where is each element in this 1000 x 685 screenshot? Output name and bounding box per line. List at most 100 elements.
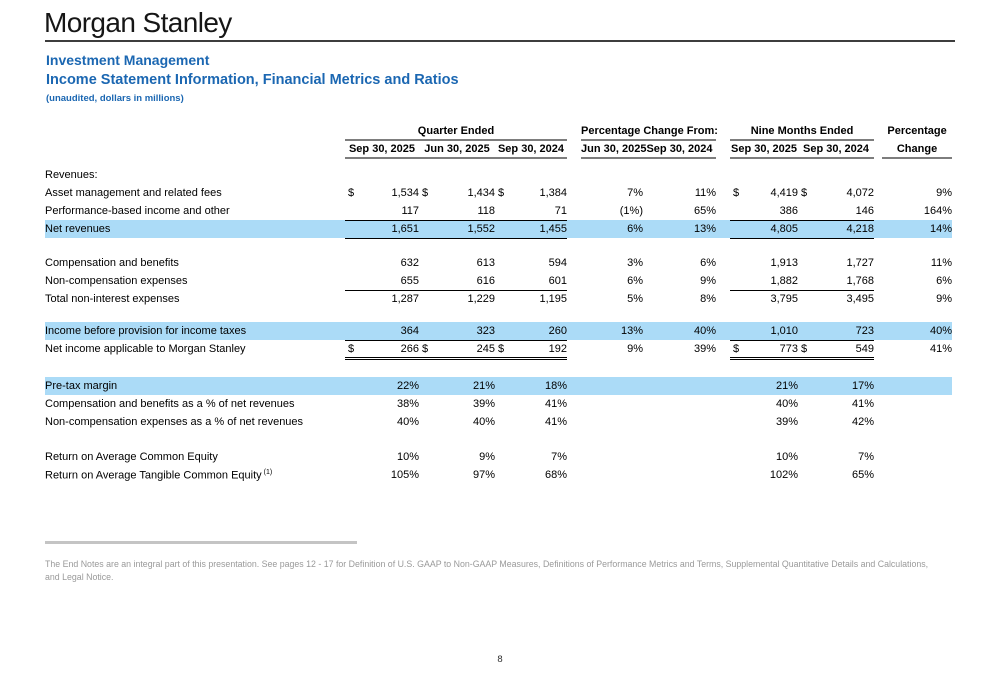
- table-row: Return on Average Common Equity 10% 9% 7% 10…: [45, 448, 952, 466]
- cell-value: 9%: [479, 451, 495, 463]
- cell-value: 6%: [581, 220, 643, 238]
- page-subtitle: (unaudited, dollars in millions): [46, 93, 184, 104]
- spacer-row: [45, 158, 952, 166]
- column-gap: [874, 466, 882, 484]
- cell-value: 4,805: [730, 220, 799, 239]
- cell-value: 632: [400, 257, 419, 269]
- cell-value: 6%: [700, 257, 717, 269]
- column-gap: [874, 413, 882, 431]
- column-gap: [567, 448, 581, 466]
- column-gap: [874, 290, 882, 308]
- col-qe-sep-2024: Sep 30, 2024: [495, 140, 567, 159]
- cell-value: 9%: [936, 187, 953, 199]
- cell-value: 601: [495, 272, 567, 291]
- spacer-row: [45, 431, 952, 448]
- group-quarter-ended: Quarter Ended: [345, 122, 567, 141]
- table-row: Compensation and benefits 632 613 594 3% 6% 1,…: [45, 254, 952, 272]
- column-gap: [567, 220, 581, 238]
- column-gap: [716, 254, 730, 272]
- financial-table: Quarter Ended Percentage Change From: Ni…: [45, 122, 953, 484]
- column-gap: [567, 184, 581, 202]
- table-row: Net income applicable to Morgan Stanley $…: [45, 339, 952, 360]
- dollar-sign: $: [733, 342, 740, 355]
- cell-value: 164%: [923, 205, 953, 217]
- column-gap: [716, 202, 730, 220]
- cell-value: 9%: [627, 343, 643, 355]
- spacer-row: [45, 358, 952, 377]
- row-label: Compensation and benefits: [45, 257, 179, 269]
- column-gap: [716, 377, 731, 395]
- cell-value: 1,229: [467, 293, 495, 306]
- cell-value: 102%: [769, 469, 799, 481]
- dollar-sign: $: [348, 187, 355, 199]
- cell-value: 613: [476, 257, 495, 269]
- col-9m-sep-2025: Sep 30, 2025: [730, 140, 799, 159]
- dollar-sign: $: [733, 187, 740, 199]
- column-gap: [874, 202, 882, 220]
- footnote-divider: [45, 541, 357, 544]
- cell-value: [581, 448, 643, 466]
- cell-value: [882, 448, 952, 466]
- column-gap: [874, 340, 882, 358]
- column-gap: [567, 340, 581, 358]
- cell-value: 39%: [693, 343, 717, 355]
- column-gap: [567, 290, 581, 308]
- cell-value: 723: [798, 322, 875, 340]
- cell-value: 10%: [775, 451, 799, 463]
- cell-value: 21%: [730, 377, 799, 395]
- cell-value: 1,882: [730, 272, 799, 291]
- cell-value: 146: [798, 202, 875, 221]
- cell-value: 14%: [882, 220, 953, 238]
- row-label: Performance-based income and other: [45, 205, 230, 217]
- cell-value: 10%: [396, 451, 419, 463]
- page-title: Income Statement Information, Financial …: [46, 72, 459, 88]
- cell-value: [643, 466, 716, 484]
- cell-value: $1,534: [345, 184, 419, 202]
- cell-value: 1,195: [539, 293, 567, 306]
- cell-value: 68%: [544, 469, 567, 481]
- cell-value: 41%: [544, 416, 567, 428]
- cell-value: 117: [345, 202, 419, 221]
- table-row: Total non-interest expenses 1,287 1,229 1,1…: [45, 290, 952, 308]
- cell-value: 9%: [700, 275, 717, 287]
- cell-value: $245: [419, 339, 495, 360]
- morgan-stanley-logo: Morgan Stanley: [44, 7, 232, 38]
- column-gap: [716, 466, 730, 484]
- cell-value: 21%: [419, 377, 495, 395]
- dollar-sign: $: [801, 187, 808, 199]
- cell-value: [643, 377, 717, 395]
- cell-value: 6%: [627, 275, 643, 287]
- row-label: Income before provision for income taxes: [45, 322, 345, 340]
- spacer-row: [45, 238, 952, 254]
- column-gap: [874, 377, 883, 395]
- cell-value: [882, 395, 952, 413]
- cell-value: $4,072: [798, 184, 874, 202]
- cell-value: 386: [730, 202, 799, 221]
- cell-value: [882, 413, 952, 431]
- column-gap: [874, 272, 882, 290]
- cell-value: 11%: [694, 187, 717, 199]
- cell-value: 3,795: [770, 293, 799, 306]
- column-gap: [874, 184, 882, 202]
- cell-value: 65%: [852, 469, 875, 481]
- cell-value: $1,434: [419, 184, 495, 202]
- column-gap: [716, 322, 731, 340]
- cell-value: 41%: [544, 398, 567, 410]
- table-row: Non-compensation expenses 655 616 601 6% 9% 1,…: [45, 272, 952, 291]
- cell-value: 118: [419, 202, 495, 221]
- table-row: Asset management and related fees $1,534 $…: [45, 184, 952, 202]
- table-row: Compensation and benefits as a % of net …: [45, 395, 952, 413]
- cell-value: $192: [495, 339, 567, 360]
- cell-value: 7%: [627, 187, 643, 199]
- group-percentage-change-from: Percentage Change From:: [581, 122, 718, 141]
- cell-value: 40%: [882, 322, 953, 340]
- cell-value: 1,455: [495, 220, 567, 239]
- cell-value: (1%): [619, 205, 643, 217]
- cell-value: [581, 395, 643, 413]
- cell-value: $549: [798, 339, 875, 360]
- table-row: Non-compensation expenses as a % of net …: [45, 413, 952, 431]
- table-body: Revenues: Asset management and related fe…: [45, 158, 953, 484]
- row-label: Net revenues: [45, 220, 345, 238]
- col-pct-sep-2024: Sep 30, 2024: [643, 140, 717, 159]
